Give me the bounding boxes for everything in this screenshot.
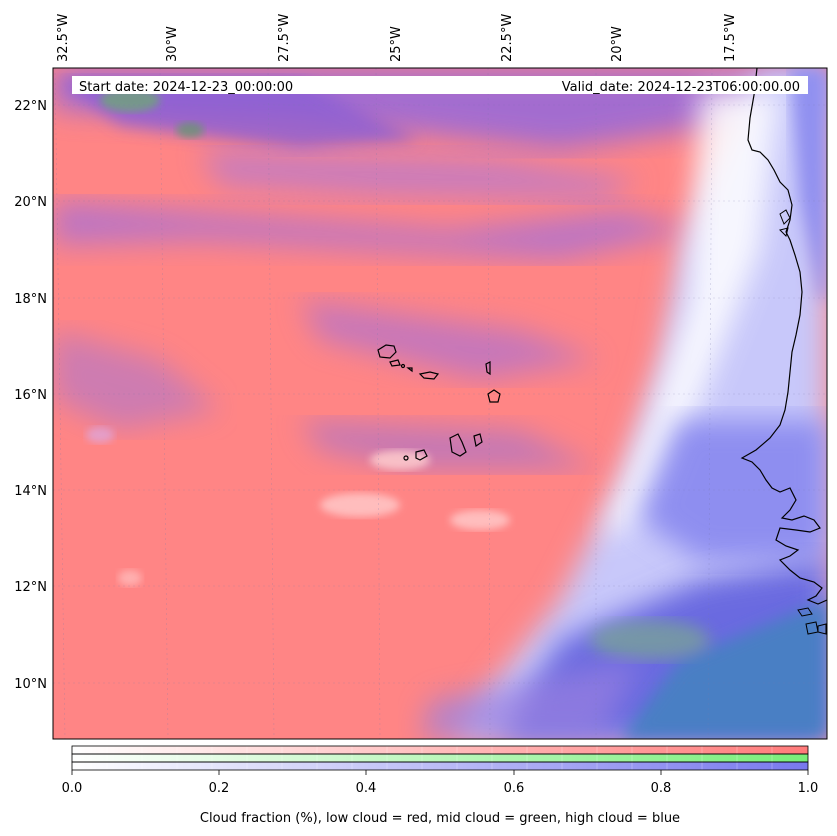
cloud-shading	[53, 68, 827, 739]
map-panel	[53, 68, 827, 739]
longitude-labels: 32.5°W 30°W 27.5°W 25°W 22.5°W 20°W 17.5…	[56, 14, 738, 62]
lon-label: 27.5°W	[277, 14, 292, 62]
cape-verde-islands	[377, 344, 501, 461]
africa-coastline	[740, 68, 827, 605]
colorbar-low-cloud	[72, 746, 808, 754]
colorbar-mid-cloud	[72, 754, 808, 762]
lat-label: 10°N	[14, 677, 47, 692]
lat-label: 14°N	[14, 484, 47, 499]
colorbar-high-cloud	[72, 762, 808, 770]
lon-label: 22.5°W	[500, 14, 515, 62]
colorbar-label: Cloud fraction (%), low cloud = red, mid…	[200, 811, 680, 826]
colorbar-tick: 0.8	[651, 781, 672, 796]
valid-date-label: Valid_date: 2024-12-23T06:00:00.00	[562, 80, 800, 95]
lon-label: 20°W	[610, 26, 625, 62]
lat-label: 18°N	[14, 292, 47, 307]
lat-label: 12°N	[14, 580, 47, 595]
lon-label: 25°W	[389, 26, 404, 62]
graticule	[53, 68, 827, 739]
colorbar-tick: 1.0	[798, 781, 819, 796]
lat-label: 16°N	[14, 388, 47, 403]
lon-label: 30°W	[165, 26, 180, 62]
colorbar: 0.0 0.2 0.4 0.6 0.8 1.0 Cloud fraction (…	[62, 745, 819, 826]
start-date-label: Start date: 2024-12-23_00:00:00	[79, 80, 293, 95]
colorbar-tick: 0.0	[62, 781, 83, 796]
lon-label: 32.5°W	[56, 14, 71, 62]
lat-label: 22°N	[14, 99, 47, 114]
lat-label: 20°N	[14, 195, 47, 210]
map-frame	[52, 67, 828, 740]
latitude-labels: 22°N 20°N 18°N 16°N 14°N 12°N 10°N	[14, 99, 47, 692]
colorbar-tick: 0.2	[209, 781, 230, 796]
colorbar-tick: 0.6	[504, 781, 525, 796]
island-bijagos	[797, 607, 827, 635]
lon-label: 17.5°W	[723, 14, 738, 62]
colorbar-tick: 0.4	[356, 781, 377, 796]
coast-dakar-inlet	[779, 209, 791, 237]
date-banner	[72, 76, 808, 94]
